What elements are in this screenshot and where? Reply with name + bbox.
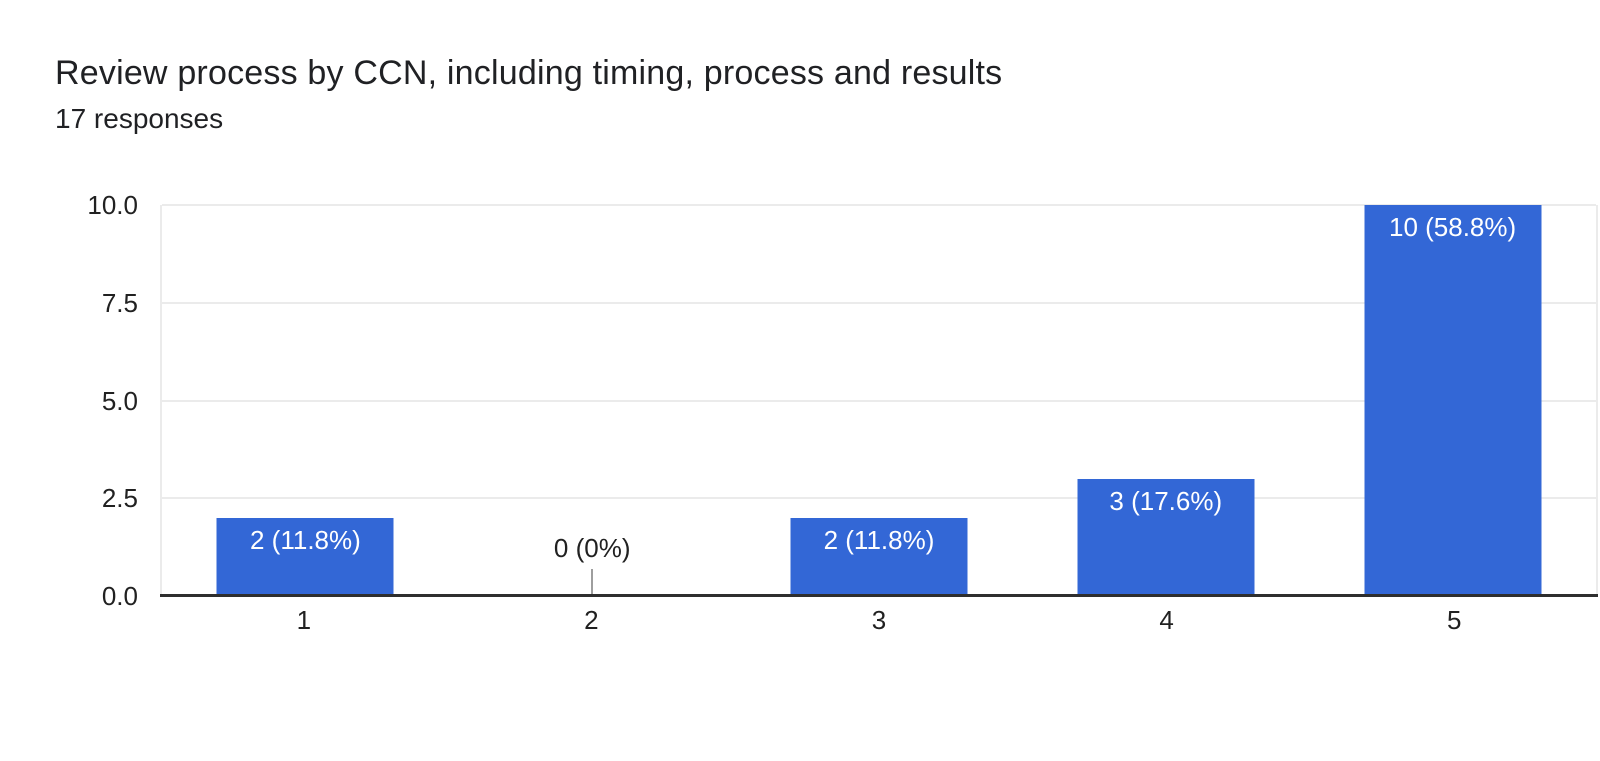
zero-connector-line	[591, 569, 594, 596]
response-count: 17 responses	[55, 103, 224, 134]
gridline	[162, 399, 1596, 402]
x-tick-label: 3	[871, 605, 887, 635]
bar-value-label: 10 (58.8%)	[1388, 212, 1517, 242]
bar-category-4: 3 (17.6%)	[1077, 478, 1255, 596]
bar-value-label: 2 (11.8%)	[249, 524, 361, 555]
bar-value-label: 2 (11.8%)	[823, 524, 935, 555]
gridline	[162, 301, 1596, 304]
bar-category-5: 10 (58.8%)	[1364, 205, 1542, 596]
bar-slot-1: 2 (11.8%)	[162, 205, 449, 596]
x-tick-label: 1	[296, 605, 312, 635]
bar-category-1: 2 (11.8%)	[216, 517, 394, 596]
y-tick-label: 5.0	[101, 385, 138, 416]
plot-area: 2 (11.8%) 0 (0%) 2 (11.8%) 3 (17.6%) 10 (58.…	[160, 204, 1598, 597]
gridline	[162, 204, 1596, 206]
x-axis-line	[160, 594, 1598, 597]
zero-value-label: 0 (0%)	[553, 533, 631, 563]
bar-category-3: 2 (11.8%)	[790, 517, 968, 596]
y-tick-label: 7.5	[101, 287, 138, 318]
bar-value-label: 3 (17.6%)	[1109, 485, 1223, 516]
y-tick-label: 2.5	[101, 483, 138, 514]
bar-slot-3: 2 (11.8%)	[736, 205, 1023, 596]
gridline	[162, 497, 1596, 500]
x-axis: 1 2 3 4 5	[160, 605, 1598, 635]
y-axis: 0.0 2.5 5.0 7.5 10.0	[0, 192, 138, 609]
x-tick-label: 2	[584, 605, 599, 635]
x-tick-label: 5	[1446, 605, 1462, 635]
bar-slots: 2 (11.8%) 0 (0%) 2 (11.8%) 3 (17.6%) 10 (58.…	[162, 205, 1596, 596]
bar-slot-4: 3 (17.6%)	[1022, 205, 1309, 596]
y-tick-label: 10.0	[87, 190, 138, 220]
bar-slot-5: 10 (58.8%)	[1309, 205, 1596, 596]
bar-slot-2: 0 (0%)	[449, 205, 736, 596]
x-tick-label: 4	[1159, 605, 1174, 635]
chart-title: Review process by CCN, including timing,…	[55, 54, 1003, 92]
y-tick-label: 0.0	[101, 581, 138, 611]
